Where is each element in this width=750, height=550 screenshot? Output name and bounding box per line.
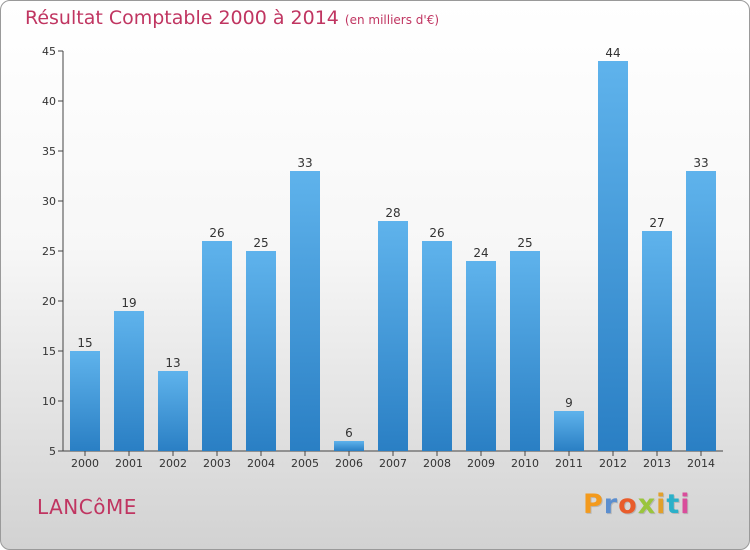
- brand-logo-letter: o: [618, 489, 638, 520]
- y-tick-label-10: 10: [42, 395, 56, 408]
- x-tick-label-2003: 2003: [203, 457, 231, 470]
- data-label-2002: 13: [165, 356, 180, 370]
- chart-subtitle: (en milliers d'€): [344, 13, 440, 27]
- bar-2012: [598, 61, 628, 451]
- y-tick-label-25: 25: [42, 245, 56, 258]
- data-label-2013: 27: [649, 216, 664, 230]
- x-tick-label-2009: 2009: [467, 457, 495, 470]
- x-tick-label-2011: 2011: [555, 457, 583, 470]
- data-label-2014: 33: [693, 156, 708, 170]
- x-tick-label-2001: 2001: [115, 457, 143, 470]
- bar-2013: [642, 231, 672, 451]
- bar-2004: [246, 251, 276, 451]
- data-label-2004: 25: [253, 236, 268, 250]
- brand-logo-letter: P: [583, 489, 604, 520]
- bar-2002: [158, 371, 188, 451]
- data-label-2006: 6: [345, 426, 353, 440]
- x-tick-label-2006: 2006: [335, 457, 363, 470]
- x-tick-label-2002: 2002: [159, 457, 187, 470]
- y-tick-label-40: 40: [42, 95, 56, 108]
- bar-2003: [202, 241, 232, 451]
- bar-2000: [70, 351, 100, 451]
- brand-logo: Proxiti: [583, 489, 691, 520]
- bar-2001: [114, 311, 144, 451]
- brand-logo-letter: i: [680, 489, 691, 520]
- data-label-2008: 26: [429, 226, 444, 240]
- bar-2009: [466, 261, 496, 451]
- bar-2014: [686, 171, 716, 451]
- data-label-2009: 24: [473, 246, 488, 260]
- x-tick-label-2007: 2007: [379, 457, 407, 470]
- data-label-2012: 44: [605, 46, 620, 60]
- bar-2011: [554, 411, 584, 451]
- bar-2006: [334, 441, 364, 451]
- y-tick-label-5: 5: [49, 445, 56, 458]
- data-label-2011: 9: [565, 396, 573, 410]
- data-label-2010: 25: [517, 236, 532, 250]
- y-tick-label-15: 15: [42, 345, 56, 358]
- x-tick-label-2014: 2014: [687, 457, 715, 470]
- chart-title-text: Résultat Comptable 2000 à 2014: [25, 7, 339, 29]
- bar-2005: [290, 171, 320, 451]
- x-tick-label-2005: 2005: [291, 457, 319, 470]
- x-tick-label-2012: 2012: [599, 457, 627, 470]
- x-tick-label-2004: 2004: [247, 457, 275, 470]
- brand-logo-letter: i: [656, 489, 667, 520]
- data-label-2007: 28: [385, 206, 400, 220]
- x-tick-label-2008: 2008: [423, 457, 451, 470]
- x-tick-label-2013: 2013: [643, 457, 671, 470]
- y-tick-label-20: 20: [42, 295, 56, 308]
- data-label-2001: 19: [121, 296, 136, 310]
- brand-logo-letter: x: [637, 489, 657, 520]
- y-tick-label-45: 45: [42, 45, 56, 58]
- commune-name: LANCôME: [37, 495, 137, 519]
- brand-logo-letter: t: [666, 489, 681, 520]
- bar-2007: [378, 221, 408, 451]
- x-tick-label-2000: 2000: [71, 457, 99, 470]
- data-label-2003: 26: [209, 226, 224, 240]
- brand-logo-letter: r: [603, 489, 619, 520]
- chart-title: Résultat Comptable 2000 à 2014 (en millie…: [25, 7, 439, 29]
- y-tick-label-35: 35: [42, 145, 56, 158]
- bar-2010: [510, 251, 540, 451]
- bar-2008: [422, 241, 452, 451]
- data-label-2005: 33: [297, 156, 312, 170]
- data-label-2000: 15: [77, 336, 92, 350]
- y-tick-label-30: 30: [42, 195, 56, 208]
- x-tick-label-2010: 2010: [511, 457, 539, 470]
